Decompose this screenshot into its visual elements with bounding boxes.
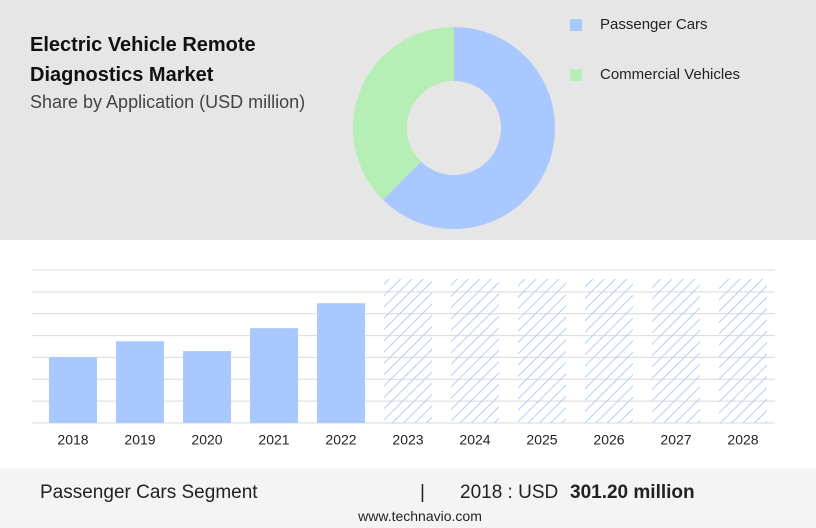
footer-separator: | bbox=[420, 482, 425, 503]
bar bbox=[250, 328, 298, 423]
pie-slice bbox=[352, 27, 454, 200]
x-tick-label: 2028 bbox=[727, 432, 758, 448]
pie-slice bbox=[383, 27, 555, 229]
legend-swatch bbox=[570, 69, 582, 81]
forecast-placeholder bbox=[384, 279, 432, 423]
footer-segment: Passenger Cars Segment bbox=[40, 482, 258, 503]
x-tick-label: 2027 bbox=[660, 432, 691, 448]
chart-title: Electric Vehicle Remote Diagnostics Mark… bbox=[30, 34, 256, 86]
bar bbox=[116, 341, 164, 423]
x-tick-label: 2024 bbox=[459, 432, 490, 448]
footer-bg bbox=[0, 468, 816, 528]
forecast-placeholder bbox=[652, 279, 700, 423]
legend-label: Passenger Cars bbox=[600, 16, 708, 33]
chart-subtitle: Share by Application (USD million) bbox=[30, 92, 306, 112]
bar bbox=[183, 351, 231, 423]
forecast-placeholder bbox=[451, 279, 499, 423]
x-tick-label: 2026 bbox=[593, 432, 624, 448]
bar bbox=[49, 357, 97, 423]
forecast-placeholder bbox=[585, 279, 633, 423]
legend-label: Commercial Vehicles bbox=[600, 66, 740, 83]
bar bbox=[317, 303, 365, 423]
x-tick-label: 2018 bbox=[57, 432, 88, 448]
x-tick-label: 2021 bbox=[258, 432, 289, 448]
forecast-placeholder bbox=[719, 279, 767, 423]
footer-source: www.technavio.com bbox=[358, 508, 482, 524]
x-tick-label: 2022 bbox=[325, 432, 356, 448]
footer-year: 2018 : USD bbox=[460, 482, 559, 503]
forecast-placeholder bbox=[518, 279, 566, 423]
x-tick-label: 2023 bbox=[392, 432, 423, 448]
x-tick-label: 2020 bbox=[191, 432, 222, 448]
footer-value: 301.20 million bbox=[570, 482, 695, 503]
x-tick-label: 2019 bbox=[124, 432, 155, 448]
x-tick-label: 2025 bbox=[526, 432, 557, 448]
legend-swatch bbox=[570, 19, 582, 31]
